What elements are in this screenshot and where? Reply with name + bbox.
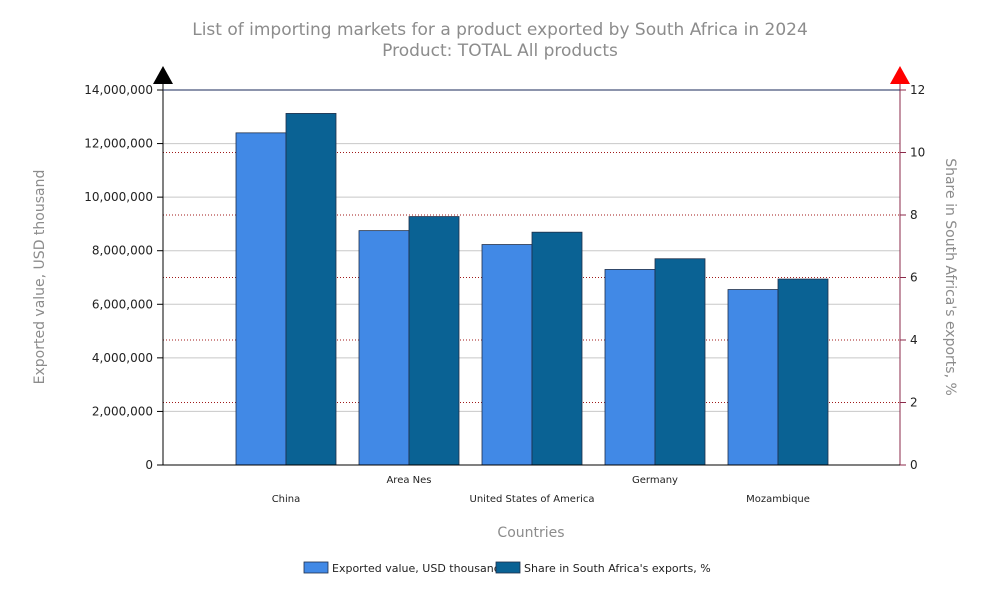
legend-label: Share in South Africa's exports, %	[524, 562, 711, 575]
y2-tick-label: 10	[910, 146, 925, 160]
y-tick-label: 6,000,000	[92, 297, 153, 311]
bar	[285, 113, 337, 466]
category-label: Mozambique	[746, 494, 810, 505]
bar	[235, 132, 287, 466]
bar	[531, 231, 583, 466]
axes	[153, 66, 910, 466]
category-label: Area Nes	[386, 475, 431, 486]
legend-swatch	[495, 561, 521, 574]
legend-label: Exported value, USD thousand	[332, 562, 501, 575]
legend-swatch	[303, 561, 329, 574]
y-axis-title: Exported value, USD thousand	[32, 170, 48, 385]
tick-labels: 0 2,000,000 4,000,000 6,000,000 8,000,000 10,…	[84, 83, 925, 472]
y-axis-arrow	[153, 66, 173, 84]
y2-tick-label: 12	[910, 83, 925, 97]
bar	[358, 230, 410, 466]
category-label: China	[272, 494, 301, 505]
bar	[654, 258, 706, 466]
bars	[235, 113, 829, 466]
y-tick-label: 10,000,000	[84, 190, 153, 204]
bar	[727, 289, 779, 466]
bar	[777, 278, 829, 466]
chart-subtitle: Product: TOTAL All products	[382, 41, 618, 61]
y-tick-label: 4,000,000	[92, 351, 153, 365]
y2-tick-label: 2	[910, 396, 918, 410]
legend: Exported value, USD thousand Share in Sou…	[303, 561, 711, 575]
y2-axis-arrow	[890, 66, 910, 84]
y-tick-label: 8,000,000	[92, 244, 153, 258]
y2-tick-label: 0	[910, 458, 918, 472]
category-label: United States of America	[470, 494, 595, 505]
y-tick-label: 14,000,000	[84, 83, 153, 97]
bar	[481, 244, 533, 466]
y-tick-label: 2,000,000	[92, 404, 153, 418]
bar	[408, 216, 460, 466]
category-labels: China Area Nes United States of America Ger…	[272, 475, 810, 505]
y2-tick-label: 8	[910, 208, 918, 222]
category-label: Germany	[632, 475, 678, 486]
y2-axis-title: Share in South Africa's exports, %	[942, 158, 958, 396]
y2-tick-label: 6	[910, 271, 918, 285]
x-axis-title: Countries	[497, 525, 564, 541]
y-tick-label: 0	[145, 458, 153, 472]
y2-tick-label: 4	[910, 333, 918, 347]
chart-title: List of importing markets for a product …	[192, 20, 808, 40]
y-tick-label: 12,000,000	[84, 137, 153, 151]
bar	[604, 269, 656, 466]
